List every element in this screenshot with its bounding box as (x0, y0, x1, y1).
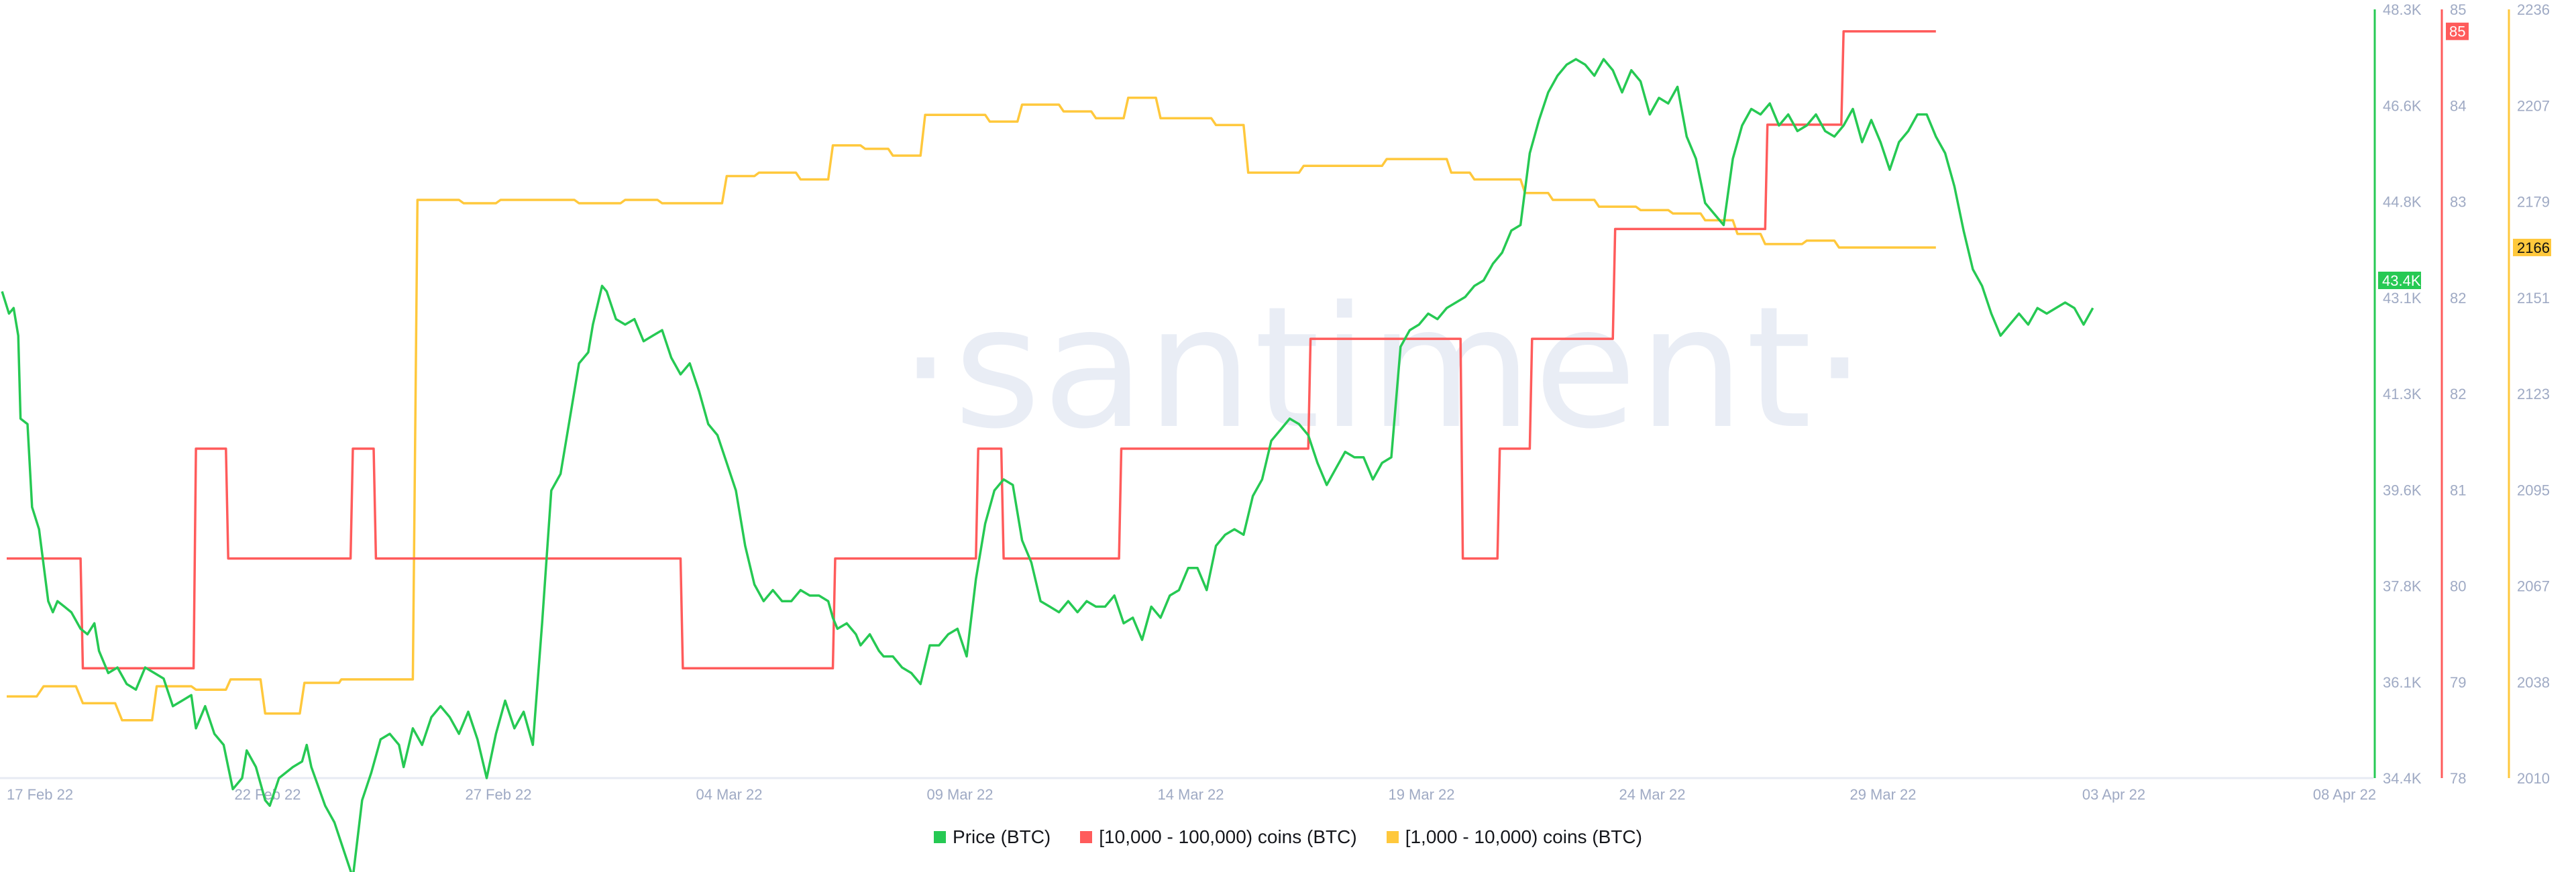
x-tick-label: 08 Apr 22 (2313, 786, 2376, 803)
legend-label: Price (BTC) (953, 826, 1051, 847)
y-tick-label: 2151 (2517, 290, 2550, 307)
y-tick-label: 43.1K (2383, 290, 2422, 307)
x-tick-label: 19 Mar 22 (1388, 786, 1454, 803)
x-tick-label: 03 Apr 22 (2082, 786, 2145, 803)
whales-10k-last-value-badge: 85 (2446, 22, 2469, 40)
santiment-watermark: ·santiment· (899, 270, 1868, 466)
y-tick-label: 80 (2450, 578, 2466, 595)
y-tick-label: 34.4K (2383, 770, 2422, 787)
y-tick-label: 37.8K (2383, 578, 2422, 595)
y-tick-label: 41.3K (2383, 386, 2422, 402)
price-axis-ticks: 48.3K 46.6K 44.8K 43.1K 41.3K 39.6K 37.8K 36.1K… (2383, 1, 2422, 787)
chart-legend: Price (BTC) [10,000 - 100,000) coins (BT… (0, 826, 2576, 848)
legend-item-whales-1k-10k[interactable]: [1,000 - 10,000) coins (BTC) (1386, 826, 1642, 848)
x-tick-label: 22 Feb 22 (234, 786, 301, 803)
y-tick-label: 2207 (2517, 97, 2550, 114)
x-axis-ticks: 17 Feb 22 22 Feb 22 27 Feb 22 04 Mar 22 09 M… (7, 786, 2376, 803)
legend-label: [10,000 - 100,000) coins (BTC) (1099, 826, 1357, 847)
price-swatch-icon (934, 831, 947, 843)
svg-text:43.4K: 43.4K (2382, 272, 2421, 289)
x-tick-label: 04 Mar 22 (696, 786, 762, 803)
price-last-value-badge: 43.4K (2378, 271, 2421, 289)
whales-1k-swatch-icon (1386, 831, 1399, 843)
y-tick-label: 39.6K (2383, 482, 2422, 498)
legend-label: [1,000 - 10,000) coins (BTC) (1405, 826, 1642, 847)
y-tick-label: 82 (2450, 386, 2466, 402)
x-tick-label: 29 Mar 22 (1849, 786, 1916, 803)
y-tick-label: 2123 (2517, 386, 2550, 402)
svg-text:85: 85 (2449, 23, 2465, 40)
y-tick-label: 79 (2450, 674, 2466, 691)
y-tick-label: 84 (2450, 97, 2466, 114)
y-tick-label: 2236 (2517, 1, 2550, 18)
x-tick-label: 09 Mar 22 (926, 786, 993, 803)
y-tick-label: 36.1K (2383, 674, 2422, 691)
x-tick-label: 24 Mar 22 (1619, 786, 1685, 803)
y-tick-label: 2179 (2517, 194, 2550, 211)
whales-10k-100k-line (7, 30, 1936, 670)
y-tick-label: 2095 (2517, 482, 2550, 498)
y-tick-label: 48.3K (2383, 1, 2422, 18)
legend-item-price[interactable]: Price (BTC) (934, 826, 1051, 848)
y-tick-label: 2067 (2517, 578, 2550, 595)
whales-10k-axis-ticks: 85 84 83 82 82 81 80 79 78 (2450, 1, 2466, 787)
legend-item-whales-10k-100k[interactable]: [10,000 - 100,000) coins (BTC) (1080, 826, 1357, 848)
x-tick-label: 14 Mar 22 (1157, 786, 1224, 803)
x-tick-label: 27 Feb 22 (465, 786, 531, 803)
y-tick-label: 85 (2450, 1, 2466, 18)
whales-1k-axis-ticks: 2236 2207 2179 2151 2123 2095 2067 2038 2010 (2517, 1, 2550, 787)
y-tick-label: 82 (2450, 290, 2466, 307)
whales-1k-last-value-badge: 2166 (2513, 238, 2551, 256)
y-tick-label: 44.8K (2383, 194, 2422, 211)
whales-1k-10k-line (7, 97, 1936, 722)
y-tick-label: 2010 (2517, 770, 2550, 787)
y-tick-label: 46.6K (2383, 97, 2422, 114)
price-line (1, 58, 2094, 872)
y-tick-label: 83 (2450, 194, 2466, 211)
y-tick-label: 2038 (2517, 674, 2550, 691)
y-tick-label: 81 (2450, 482, 2466, 498)
svg-text:2166: 2166 (2517, 239, 2550, 256)
x-tick-label: 17 Feb 22 (7, 786, 73, 803)
y-tick-label: 78 (2450, 770, 2466, 787)
whales-10k-swatch-icon (1080, 831, 1093, 843)
